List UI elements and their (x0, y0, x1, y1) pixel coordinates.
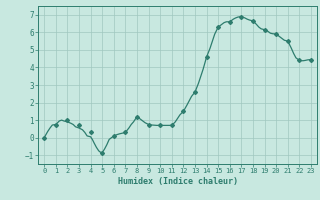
X-axis label: Humidex (Indice chaleur): Humidex (Indice chaleur) (118, 177, 238, 186)
